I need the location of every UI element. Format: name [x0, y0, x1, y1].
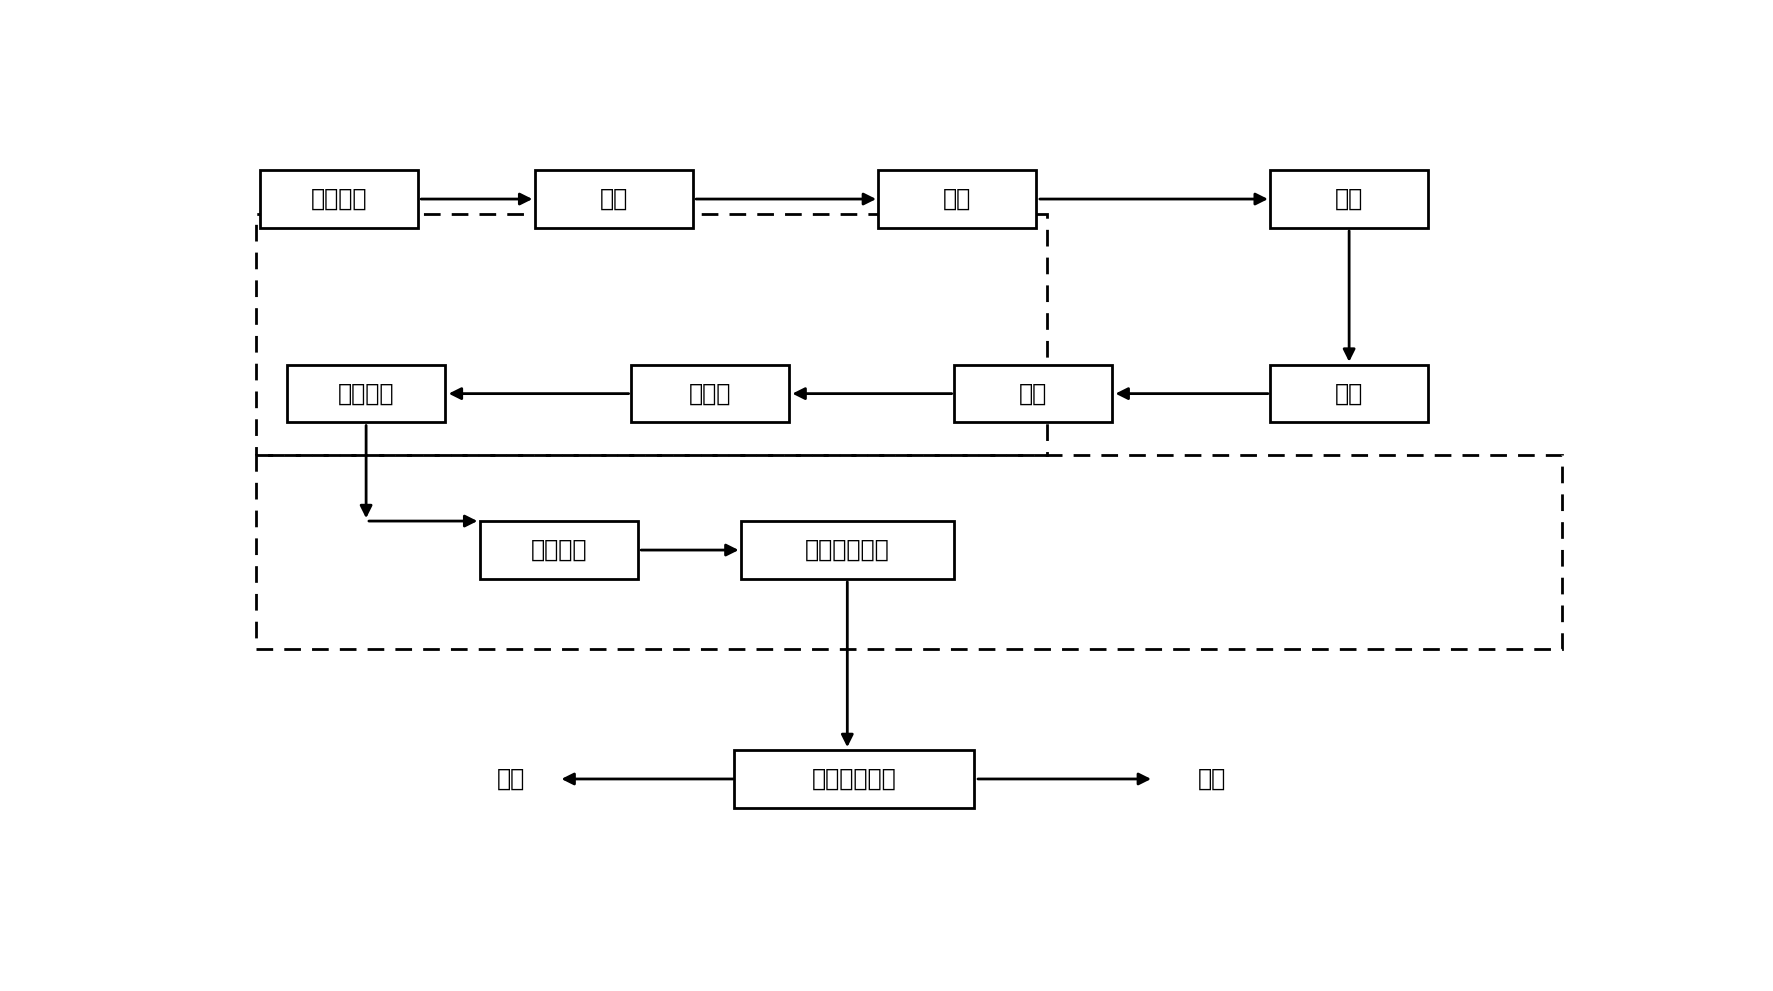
Bar	[734, 750, 973, 808]
Text: 废旧电池: 废旧电池	[310, 187, 367, 211]
Text: 重力选: 重力选	[688, 382, 730, 405]
Text: 破碎: 破碎	[943, 187, 972, 211]
Bar	[954, 365, 1112, 422]
Text: 回用: 回用	[496, 767, 525, 791]
Text: 电解分离: 电解分离	[530, 538, 587, 562]
Bar	[255, 455, 1562, 649]
Text: 物理浮选: 物理浮选	[337, 382, 394, 405]
Text: 排放: 排放	[1197, 767, 1225, 791]
Text: 磁选: 磁选	[1335, 382, 1362, 405]
Bar	[287, 365, 445, 422]
Bar	[1269, 365, 1427, 422]
Bar	[1269, 170, 1427, 228]
Text: 磨细: 磨细	[1335, 187, 1362, 211]
Bar	[631, 365, 789, 422]
Bar	[255, 214, 1046, 455]
Bar	[741, 521, 954, 579]
Text: 筛分: 筛分	[1018, 382, 1046, 405]
Bar	[878, 170, 1035, 228]
Bar	[534, 170, 691, 228]
Text: 剪切: 剪切	[599, 187, 628, 211]
Text: 同时同池电解: 同时同池电解	[805, 538, 890, 562]
Bar	[259, 170, 417, 228]
Bar	[479, 521, 637, 579]
Text: 废水处理系统: 废水处理系统	[812, 767, 895, 791]
